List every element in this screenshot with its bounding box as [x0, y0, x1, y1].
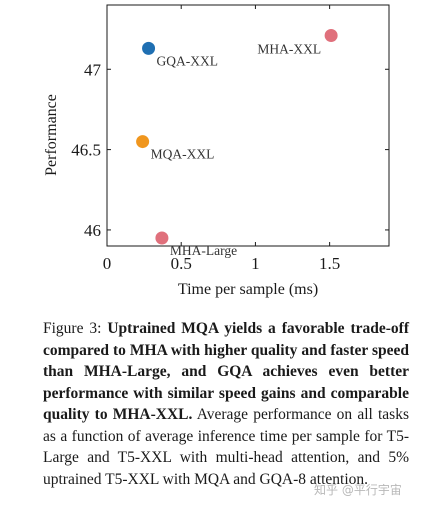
data-point-label: MHA-XXL	[257, 42, 321, 57]
y-tick-label: 46	[84, 221, 101, 240]
data-point-label: GQA-XXL	[157, 53, 219, 68]
x-tick-label: 1.5	[319, 254, 340, 273]
data-point	[155, 231, 169, 245]
caption-body: Average performance on all tasks as a fu…	[43, 406, 409, 488]
scatter-chart: 0 0.5 1 1.5 46 46.5 47 GQA-XXL MHA-XXL MQA-XXL MH…	[43, 4, 390, 298]
data-point-label: MQA-XXL	[151, 147, 215, 162]
caption-bold: Uptrained MQA yields a favorable trade-o…	[43, 320, 409, 423]
data-point	[136, 135, 150, 149]
data-point	[324, 29, 338, 43]
figure-caption: Figure 3: Uptrained MQA yields a favorab…	[43, 318, 409, 490]
caption-prefix: Figure 3:	[43, 320, 108, 337]
x-tick-label: 0.5	[171, 254, 192, 273]
x-tick-label: 1	[251, 254, 260, 273]
plot-frame	[106, 4, 390, 247]
y-tick-label: 46.5	[71, 141, 101, 160]
data-point-label: MHA-Large	[170, 243, 237, 258]
y-tick-label: 47	[84, 60, 102, 79]
x-axis-title: Time per sample (ms)	[178, 281, 318, 298]
x-tick-label: 0	[103, 254, 112, 273]
data-point	[142, 41, 156, 55]
y-axis-title: Performance	[43, 94, 60, 176]
watermark: 知乎 @平行宇宙	[314, 483, 402, 497]
